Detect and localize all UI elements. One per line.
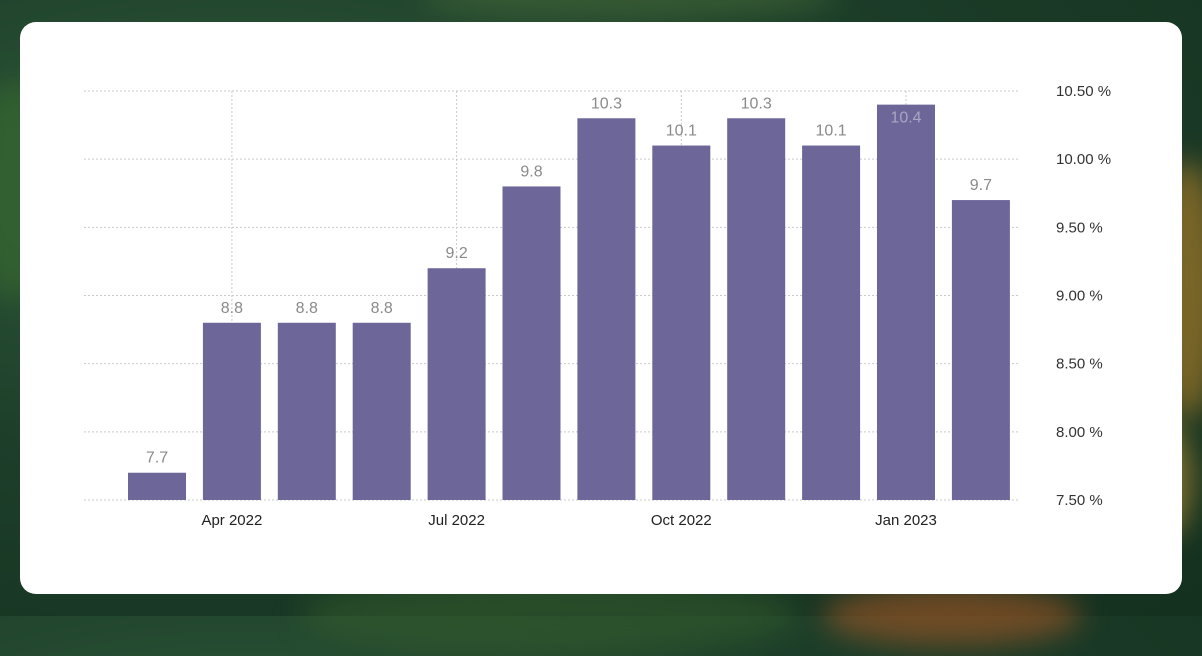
data-label: 10.3 [591, 95, 622, 112]
data-label: 9.8 [520, 163, 542, 180]
bar-nov-2022 [727, 118, 786, 501]
bar-may-2022 [277, 322, 336, 500]
y-tick-label: 10.50 % [1056, 83, 1111, 100]
x-tick-label: Jan 2023 [875, 512, 937, 529]
bar-chart: 7.7 8.8 8.8 8.8 9.2 9.8 10.3 10.1 10.3 10.1 10.4 9.… [84, 83, 1111, 529]
data-label: 10.4 [890, 110, 921, 127]
data-labels-layer: 7.7 8.8 8.8 8.8 9.2 9.8 10.3 10.1 10.3 10.1 10.4 9.… [146, 95, 992, 466]
x-tick-label: Apr 2022 [201, 512, 262, 529]
data-label: 10.3 [741, 95, 772, 112]
y-tick-label: 7.50 % [1056, 492, 1103, 509]
bar-aug-2022 [502, 186, 561, 500]
data-label: 10.1 [666, 123, 697, 140]
bar-jan-2023 [877, 104, 935, 500]
x-tick-label: Jul 2022 [428, 512, 485, 529]
y-tick-label: 8.00 % [1056, 424, 1103, 441]
x-tick-label: Oct 2022 [651, 512, 712, 529]
data-label: 9.7 [970, 177, 992, 194]
data-label: 10.1 [816, 123, 847, 140]
data-label: 8.8 [371, 300, 393, 317]
data-label: 9.2 [445, 245, 467, 262]
bar-sep-2022 [577, 118, 636, 501]
data-label: 7.7 [146, 450, 168, 467]
x-axis: Apr 2022 Jul 2022 Oct 2022 Jan 2023 [201, 512, 936, 529]
bar-dec-2022 [802, 145, 861, 500]
bar-jun-2022 [352, 322, 411, 500]
y-axis: 7.50 % 8.00 % 8.50 % 9.00 % 9.50 % 10.00 % 10.… [1056, 83, 1111, 509]
background-produce-blob [420, 0, 840, 20]
y-tick-label: 9.50 % [1056, 219, 1103, 236]
bar-apr-2022 [202, 322, 261, 500]
y-tick-label: 8.50 % [1056, 356, 1103, 373]
background-produce-blob [822, 586, 1082, 646]
bar-oct-2022 [652, 145, 711, 500]
y-tick-label: 9.00 % [1056, 288, 1103, 305]
bar-feb-2023 [951, 200, 1010, 501]
bar-mar-2022 [128, 472, 186, 500]
bar-jul-2022 [427, 268, 486, 500]
data-label: 8.8 [221, 300, 243, 317]
y-tick-label: 10.00 % [1056, 151, 1111, 168]
data-label: 8.8 [296, 300, 318, 317]
bars-layer [128, 104, 1010, 501]
chart-card: 7.7 8.8 8.8 8.8 9.2 9.8 10.3 10.1 10.3 10.1 10.4 9.… [20, 22, 1182, 594]
